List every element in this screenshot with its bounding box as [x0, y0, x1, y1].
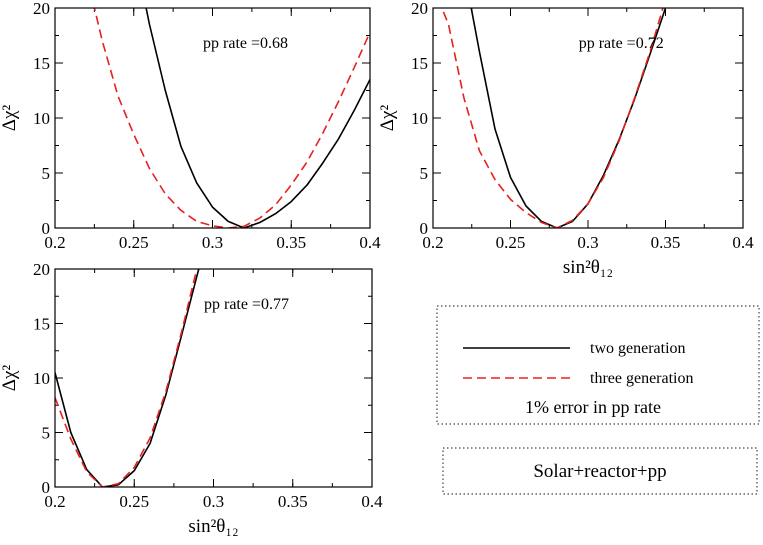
- x-tick-label: 0.35: [278, 492, 308, 511]
- x-tick-label: 0.2: [422, 233, 443, 252]
- pp-rate-annotation: pp rate =0.72: [579, 35, 664, 52]
- series-two-generation-line: [55, 269, 200, 487]
- y-axis-label: Δχ²: [377, 105, 398, 132]
- x-tick-label: 0.35: [276, 233, 306, 252]
- y-axis-label: Δχ²: [0, 105, 20, 132]
- y-tick-label: 20: [411, 0, 428, 18]
- series-three-generation-line: [55, 269, 198, 487]
- plot-frame: [54, 268, 373, 488]
- y-tick-label: 0: [42, 478, 51, 497]
- panel-1: 0.2 0.25 0.3 0.35 0.4 0 5 10 15 20 pp rate =0.68 Δχ…: [0, 0, 381, 252]
- y-tick-label: 15: [33, 54, 50, 73]
- plot-frame: [54, 7, 371, 229]
- series-three-generation-line: [440, 8, 664, 228]
- x-tick-label: 0.4: [361, 492, 383, 511]
- y-tick-label: 10: [33, 109, 50, 128]
- y-tick-label: 15: [411, 54, 428, 73]
- x-tick-label: 0.25: [119, 492, 149, 511]
- legend-frame: [436, 305, 760, 425]
- legend-label-two-generation: two generation: [590, 340, 686, 357]
- panel-3: 0.2 0.25 0.3 0.35 0.4 0 5 10 15 20 pp rate =0.77 Δχ…: [0, 260, 383, 537]
- x-tick-label: 0.3: [203, 492, 224, 511]
- y-tick-label: 20: [33, 0, 50, 18]
- series-two-generation-line: [145, 8, 370, 228]
- info-box-frame: [442, 447, 758, 495]
- info-box: Solar+reactor+pp: [442, 447, 758, 495]
- y-tick-label: 5: [420, 164, 429, 183]
- y-tick-label: 0: [420, 219, 429, 238]
- legend: two generation three generation 1% error…: [436, 305, 760, 425]
- x-tick-label: 0.35: [651, 233, 681, 252]
- pp-rate-annotation: pp rate =0.68: [203, 35, 288, 52]
- y-tick-label: 15: [33, 315, 50, 334]
- y-axis-label: Δχ²: [0, 365, 20, 392]
- panel-2: 0.2 0.25 0.3 0.35 0.4 0 5 10 15 20 pp rate =0.72 Δχ…: [377, 0, 754, 278]
- y-tick-label: 5: [42, 424, 51, 443]
- x-tick-label: 0.3: [577, 233, 598, 252]
- y-tick-label: 5: [42, 164, 51, 183]
- x-tick-label: 0.2: [44, 492, 65, 511]
- y-tick-label: 10: [411, 109, 428, 128]
- series-two-generation-line: [470, 8, 667, 228]
- y-tick-label: 20: [33, 260, 50, 279]
- y-tick-label: 0: [42, 219, 51, 238]
- info-box-text: Solar+reactor+pp: [533, 461, 666, 482]
- x-axis-label: sin²θ₁₂: [188, 516, 238, 537]
- x-axis-label: sin²θ₁₂: [563, 257, 613, 278]
- x-tick-label: 0.25: [119, 233, 149, 252]
- x-tick-label: 0.2: [44, 233, 65, 252]
- series-three-generation-line: [93, 8, 370, 228]
- legend-note: 1% error in pp rate: [525, 397, 661, 417]
- y-tick-label: 10: [33, 369, 50, 388]
- legend-label-three-generation: three generation: [590, 370, 694, 387]
- plot-frame: [432, 7, 744, 229]
- pp-rate-annotation: pp rate =0.77: [204, 296, 289, 313]
- x-tick-label: 0.4: [359, 233, 381, 252]
- x-tick-label: 0.25: [496, 233, 526, 252]
- x-tick-label: 0.3: [202, 233, 223, 252]
- x-tick-label: 0.4: [732, 233, 754, 252]
